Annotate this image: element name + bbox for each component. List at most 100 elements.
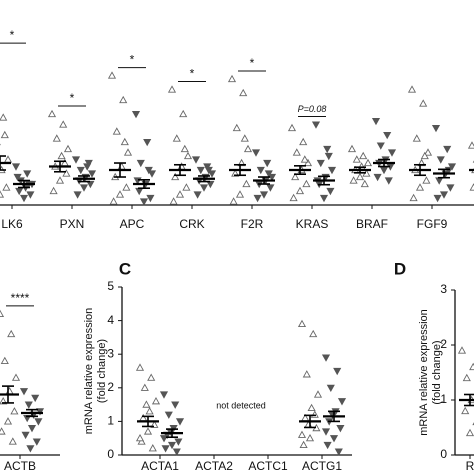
data-point <box>0 113 8 121</box>
data-point <box>206 180 215 189</box>
data-point <box>204 166 213 175</box>
data-point <box>142 400 151 408</box>
data-point <box>326 187 335 196</box>
data-point <box>7 329 16 338</box>
data-point <box>144 166 153 175</box>
significance-label: * <box>190 67 195 81</box>
data-point <box>13 173 22 182</box>
data-point <box>321 354 331 362</box>
data-point <box>159 435 169 443</box>
y-tick-label: 5 <box>107 279 114 293</box>
data-point <box>32 438 41 446</box>
data-point <box>79 184 89 192</box>
data-point <box>376 142 385 150</box>
data-point <box>11 163 21 171</box>
data-point <box>443 145 452 154</box>
data-point <box>57 151 66 160</box>
data-point <box>229 197 238 205</box>
x-tick-label: LK6 <box>1 217 23 231</box>
x-tick-label: FGF9 <box>417 217 448 231</box>
data-point <box>172 134 181 142</box>
data-point <box>169 197 178 205</box>
x-tick-label: PXN <box>60 217 85 231</box>
data-point <box>27 425 37 433</box>
data-point <box>420 151 429 160</box>
data-point <box>0 356 9 365</box>
data-point <box>263 159 272 168</box>
data-point <box>2 183 11 191</box>
data-point <box>183 151 193 160</box>
data-point <box>311 121 321 129</box>
data-point <box>337 398 347 406</box>
data-point <box>71 156 81 164</box>
data-point <box>336 425 345 433</box>
data-point <box>147 373 156 381</box>
data-point <box>251 149 261 157</box>
y-tick-label: 3 <box>440 282 447 296</box>
x-tick-label: F2R <box>241 217 264 231</box>
data-point <box>112 127 121 135</box>
data-point <box>119 95 128 104</box>
data-point <box>355 172 365 181</box>
data-point <box>86 180 95 189</box>
data-point <box>316 159 325 168</box>
data-point <box>435 177 444 185</box>
data-point <box>143 427 153 435</box>
data-point <box>167 441 177 450</box>
data-point <box>446 184 455 192</box>
data-point <box>145 407 154 415</box>
data-point <box>182 183 191 191</box>
x-tick-label: R <box>466 459 474 473</box>
data-point <box>379 166 389 175</box>
data-point <box>447 163 457 171</box>
y-tick-label: 0 <box>107 447 114 461</box>
note: not detected <box>216 401 266 411</box>
x-tick-label: KRAS <box>296 217 329 231</box>
data-point <box>31 394 40 403</box>
data-point <box>302 370 311 378</box>
data-point <box>143 138 152 147</box>
data-point <box>347 144 357 153</box>
data-point <box>239 88 248 97</box>
data-point <box>147 170 157 178</box>
data-point <box>107 71 117 79</box>
data-point <box>266 184 275 192</box>
data-point <box>55 176 65 184</box>
data-point <box>175 418 185 426</box>
data-point <box>373 173 382 182</box>
data-point <box>465 428 474 437</box>
data-point <box>310 410 319 418</box>
data-point <box>161 445 170 453</box>
x-tick-label: BRAF <box>356 217 388 231</box>
data-point <box>457 346 467 354</box>
data-point <box>49 186 58 195</box>
data-point <box>19 388 29 396</box>
data-point <box>175 190 185 198</box>
data-point <box>295 186 305 195</box>
data-point <box>289 193 298 202</box>
data-point <box>21 431 30 440</box>
data-point <box>415 183 425 191</box>
y-axis-label: mRNA relative expression(fold change) <box>83 308 108 435</box>
data-point <box>462 373 471 382</box>
data-point <box>135 187 144 196</box>
data-point <box>164 411 173 419</box>
data-point <box>305 433 315 442</box>
data-point <box>407 85 417 93</box>
data-point <box>436 156 445 164</box>
data-point <box>387 149 397 157</box>
data-point <box>360 179 369 188</box>
data-point <box>299 440 308 449</box>
data-point <box>0 130 9 139</box>
data-point <box>35 408 45 416</box>
data-point <box>59 120 68 128</box>
data-point <box>383 131 392 140</box>
data-point <box>292 148 301 156</box>
data-point <box>363 158 373 167</box>
data-point <box>423 148 433 156</box>
data-point <box>0 427 6 435</box>
data-point <box>171 172 180 181</box>
data-point <box>469 362 474 371</box>
significance-label: * <box>70 91 75 105</box>
